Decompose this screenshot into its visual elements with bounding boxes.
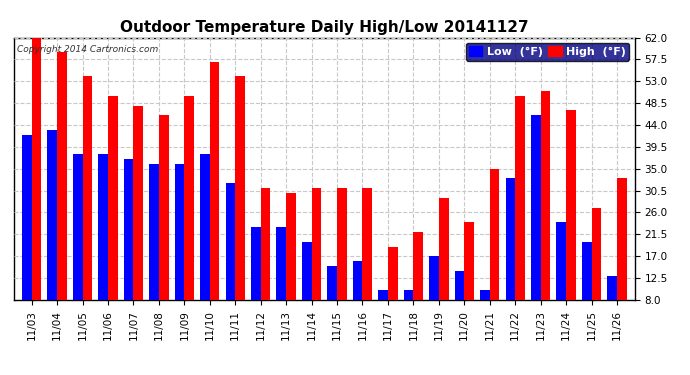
Bar [353,261,362,300]
Bar [556,222,566,300]
Bar [337,188,346,300]
Bar [480,290,490,300]
Bar [464,222,474,300]
Bar [32,38,41,300]
Bar [429,256,439,300]
Bar [73,154,83,300]
Bar [48,130,57,300]
Bar [327,266,337,300]
Bar [312,188,322,300]
Bar [251,227,261,300]
Bar [22,135,32,300]
Bar [235,76,245,300]
Bar [378,290,388,300]
Bar [277,227,286,300]
Bar [362,188,372,300]
Bar [57,52,67,300]
Bar [286,193,296,300]
Bar [159,115,168,300]
Title: Outdoor Temperature Daily High/Low 20141127: Outdoor Temperature Daily High/Low 20141… [120,20,529,35]
Bar [617,178,627,300]
Bar [506,178,515,300]
Bar [226,183,235,300]
Bar [261,188,270,300]
Bar [455,271,464,300]
Bar [566,110,575,300]
Bar [607,276,617,300]
Bar [490,169,500,300]
Bar [184,96,194,300]
Bar [200,154,210,300]
Bar [149,164,159,300]
Bar [83,76,92,300]
Bar [582,242,591,300]
Bar [98,154,108,300]
Bar [404,290,413,300]
Legend: Low  (°F), High  (°F): Low (°F), High (°F) [466,43,629,60]
Bar [124,159,133,300]
Text: Copyright 2014 Cartronics.com: Copyright 2014 Cartronics.com [17,45,158,54]
Bar [175,164,184,300]
Bar [439,198,449,300]
Bar [541,91,551,300]
Bar [413,232,423,300]
Bar [515,96,525,300]
Bar [108,96,117,300]
Bar [210,62,219,300]
Bar [388,246,397,300]
Bar [591,208,601,300]
Bar [531,115,541,300]
Bar [133,105,143,300]
Bar [302,242,312,300]
